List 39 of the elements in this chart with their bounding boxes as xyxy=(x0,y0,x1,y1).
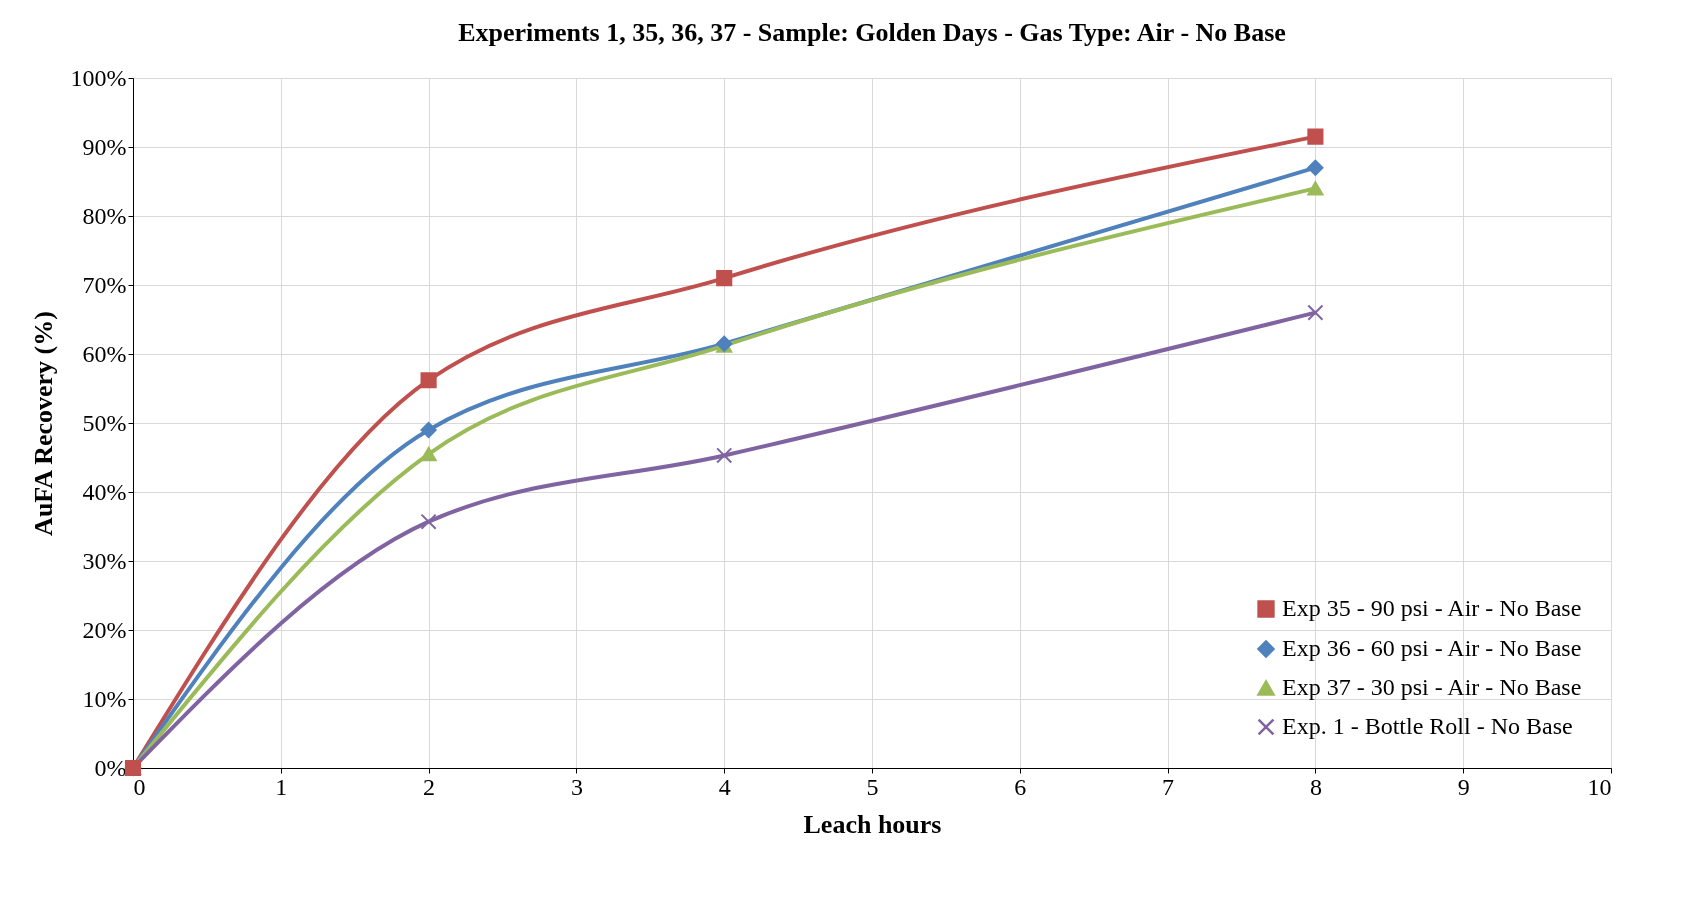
x-tick-label: 6 xyxy=(1014,773,1027,800)
point xyxy=(1307,304,1324,321)
point xyxy=(420,446,437,462)
x-axis-title: Leach hours xyxy=(803,809,942,839)
y-tick-label: 30% xyxy=(82,547,127,574)
x-tick-label: 8 xyxy=(1309,773,1322,800)
y-tick-label: 100% xyxy=(70,64,127,91)
x-tick-label: 10 xyxy=(1587,773,1612,800)
x-tick-label: 3 xyxy=(570,773,583,800)
chart-title: Experiments 1, 35, 36, 37 - Sample: Golden Days - Gas Type: Air - No Base xyxy=(458,18,1286,47)
x-tick-label: 2 xyxy=(423,773,436,800)
y-tick-label: 60% xyxy=(82,340,127,367)
legend-label: Exp. 1 - Bottle Roll - No Base xyxy=(1282,713,1573,739)
x-tick-label: 7 xyxy=(1162,773,1175,800)
x-tick-label: 4 xyxy=(718,773,731,800)
x-tick-label: 1 xyxy=(275,773,288,800)
y-tick-label: 80% xyxy=(82,202,127,229)
point xyxy=(1307,128,1324,145)
legend-label: Exp 36 - 60 psi - Air - No Base xyxy=(1282,635,1582,661)
y-tick-label: 10% xyxy=(82,685,127,712)
y-tick-label: 40% xyxy=(82,478,127,505)
legend-label: Exp 35 - 90 psi - Air - No Base xyxy=(1282,595,1582,621)
point xyxy=(716,447,733,464)
point xyxy=(716,270,733,287)
point xyxy=(420,421,437,438)
point xyxy=(1307,159,1324,176)
point xyxy=(1307,181,1324,196)
y-tick-label: 0% xyxy=(94,754,127,781)
point xyxy=(420,513,437,530)
y-tick-label: 50% xyxy=(82,409,127,436)
point xyxy=(420,372,437,389)
y-axis-title: AuFA Recovery (%) xyxy=(28,311,58,536)
y-tick-label: 70% xyxy=(82,271,127,298)
x-tick-label: 0 xyxy=(133,773,146,800)
x-tick-label: 9 xyxy=(1457,773,1470,800)
x-tick-label: 5 xyxy=(866,773,879,800)
y-tick-label: 20% xyxy=(82,616,127,643)
y-tick-label: 90% xyxy=(82,133,127,160)
legend-label: Exp 37 - 30 psi - Air - No Base xyxy=(1282,674,1582,700)
